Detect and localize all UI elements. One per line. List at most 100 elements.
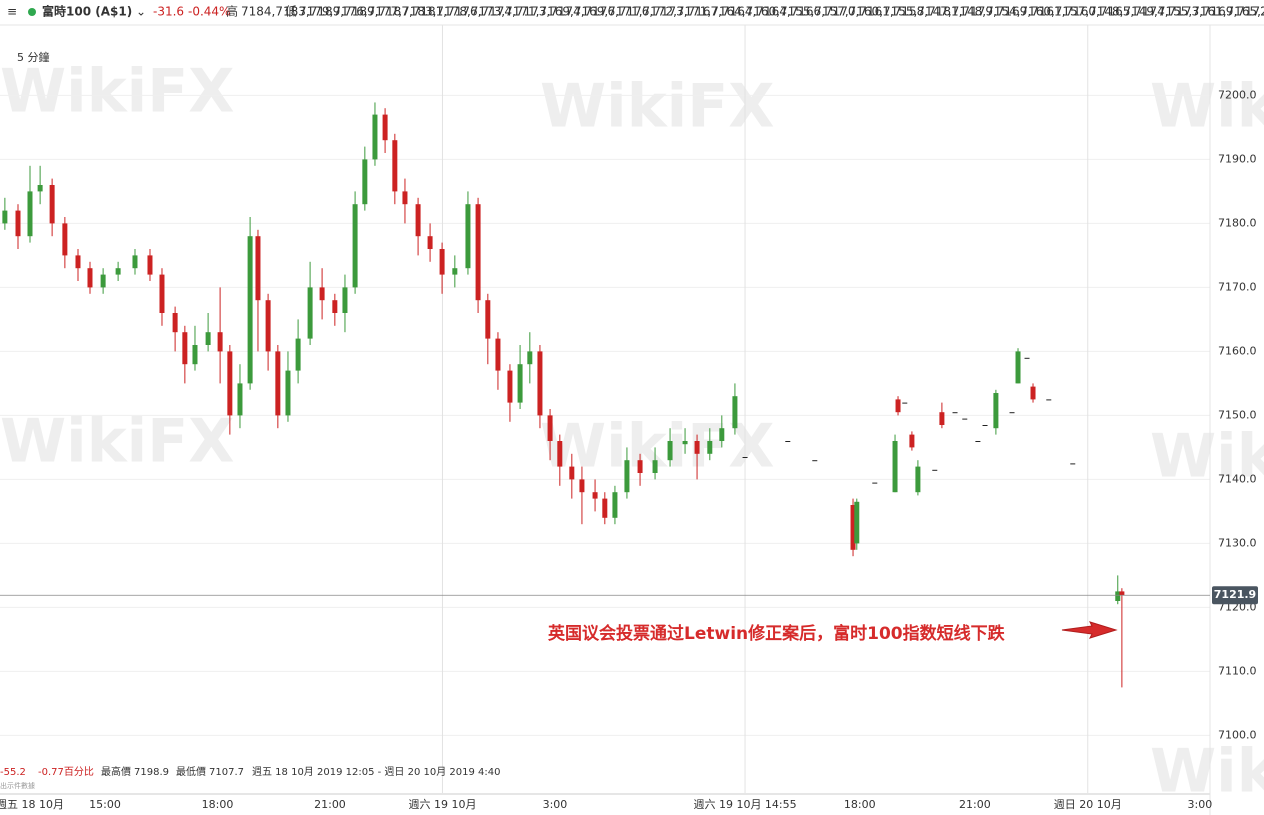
candle-body [382, 114, 388, 141]
interval: 5 分鐘 [17, 50, 50, 64]
candle-body [902, 402, 908, 404]
candle-body [415, 204, 421, 237]
candle-body [975, 441, 981, 442]
high-label: 高 [226, 4, 238, 19]
candle-body [332, 300, 338, 313]
stats-change: -55.2 [0, 767, 26, 778]
candle-body [147, 255, 153, 275]
candle-body [895, 399, 901, 413]
candle-body [579, 479, 585, 493]
header-bar [0, 0, 1264, 25]
candle-body [517, 364, 523, 403]
candle-body [694, 441, 700, 454]
y-tick-label: 7190.0 [1218, 152, 1257, 165]
candle-body [75, 255, 81, 269]
low: 7179,7176,7177,7183,7178,7173,7171,7169,… [299, 5, 1264, 19]
candle-body [159, 274, 165, 313]
last-price-box [1212, 586, 1258, 605]
candle-body [939, 412, 945, 425]
candle-body [612, 492, 618, 518]
candle-body [652, 460, 658, 473]
x-tick-label: 18:00 [202, 798, 234, 811]
candle-body [307, 287, 313, 339]
candle-body [812, 460, 818, 462]
candle-body [237, 383, 243, 416]
last-price-label: 7121.9 [1214, 588, 1256, 601]
candle-body [1046, 399, 1052, 401]
candle-body [15, 210, 21, 237]
candle-body [217, 332, 223, 352]
candle-body [527, 351, 533, 365]
candle-body [547, 415, 553, 441]
candle-body [1070, 463, 1076, 465]
candle-body [172, 313, 178, 333]
candle-body [115, 268, 121, 275]
candle-body [1119, 591, 1125, 596]
candle-body [707, 441, 713, 454]
candle-body [227, 351, 233, 416]
candle-body [439, 249, 445, 275]
candle-body [100, 274, 106, 288]
candle-body [507, 370, 513, 403]
candle-body [372, 114, 378, 160]
candle-body [265, 300, 271, 352]
plot [0, 25, 1210, 793]
candle-body [667, 441, 673, 461]
dropdown[interactable]: ⌄ [136, 5, 146, 19]
candle-body [205, 332, 211, 345]
stats-change-pct: -0.77百分比 [38, 766, 94, 778]
watermark: WikiFX [1150, 737, 1264, 807]
candle-body [993, 393, 999, 429]
y-tick-label: 7160.0 [1218, 344, 1257, 357]
y-tick-label: 7130.0 [1218, 536, 1257, 549]
x-tick-label: 3:00 [1188, 798, 1213, 811]
candle-body [342, 287, 348, 313]
candle-body [49, 185, 55, 224]
candle-body [682, 441, 688, 445]
y-tick-label: 7200.0 [1218, 88, 1257, 101]
watermark: WikiFX [1150, 422, 1264, 492]
candle-body [892, 441, 898, 493]
stats-min: 7107.7 [209, 767, 244, 778]
stats-max: 7198.9 [134, 767, 169, 778]
candle-body [352, 204, 358, 288]
candle-body [285, 370, 291, 416]
change: -31.6 [153, 5, 184, 19]
y-tick-label: 7100.0 [1218, 728, 1257, 741]
stats-max-label: 最高價 [101, 765, 131, 778]
candle-body [182, 332, 188, 365]
candle-body [932, 469, 938, 471]
candle-body [37, 185, 43, 192]
candle-body [962, 418, 968, 420]
candle-body [319, 287, 325, 301]
candle-body [27, 191, 33, 237]
menu-icon[interactable]: ≡ [7, 5, 17, 19]
low-label: 低 [285, 5, 297, 19]
x-tick-label: 15:00 [89, 798, 121, 811]
candle-body [537, 351, 543, 416]
status-dot [28, 8, 36, 16]
candle-body [909, 434, 915, 448]
stats-range: 週五 18 10月 2019 12:05 - 週日 20 10月 2019 4:… [252, 766, 500, 778]
candle-body [952, 412, 958, 414]
candle-body [915, 466, 921, 493]
watermark: WikiFX [0, 57, 234, 127]
candle-body [850, 505, 856, 550]
candle-body [1030, 386, 1036, 400]
x-tick-label: 3:00 [543, 798, 568, 811]
y-tick-label: 7140.0 [1218, 472, 1257, 485]
candle-body [255, 236, 261, 301]
x-tick-label: 21:00 [959, 798, 991, 811]
candle-body [637, 460, 643, 473]
candle-body [275, 351, 281, 416]
candle-body [982, 425, 988, 426]
candle-body [624, 460, 630, 493]
candle-body [557, 441, 563, 467]
x-tick-label: 週六 19 10月 14:55 [693, 798, 796, 811]
candle-body [247, 236, 253, 384]
instrument[interactable]: 富時100 (A$1) [42, 4, 132, 19]
candle-body [1115, 591, 1121, 601]
y-tick-label: 7180.0 [1218, 216, 1257, 229]
